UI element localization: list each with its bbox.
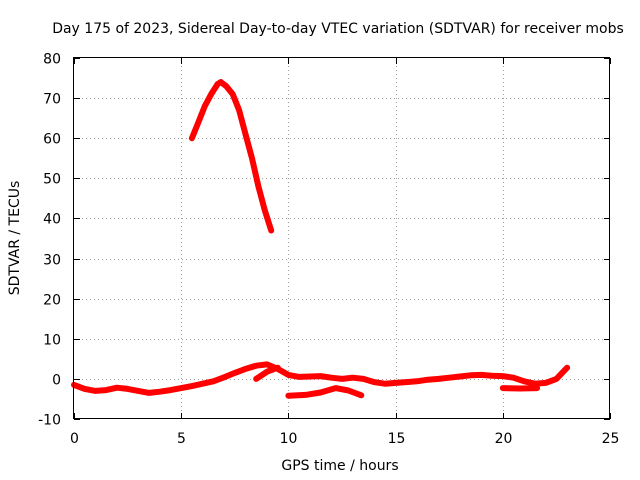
series-line-main-track (71, 361, 571, 396)
x-tick-label: 5 (177, 431, 186, 447)
chart-title: Day 175 of 2023, Sidereal Day-to-day VTE… (52, 21, 624, 37)
plot-frame (73, 57, 610, 419)
y-tick-label: 30 (43, 253, 61, 269)
x-tick-label: 15 (388, 431, 406, 447)
y-tick-label: 50 (43, 172, 61, 188)
x-tick-label: 20 (495, 431, 513, 447)
series-line-high-elevation-arc (188, 79, 275, 234)
x-axis-label: GPS time / hours (281, 458, 398, 474)
y-tick-label: 80 (43, 52, 61, 68)
y-tick-label: 60 (43, 132, 61, 148)
x-tick-label: 25 (602, 431, 620, 447)
series-line-lower-track-a (253, 364, 281, 382)
axis-ticks: 0 5 10 15 20 25 -10 0 10 20 30 40 50 60 70 80 (38, 52, 619, 448)
y-tick-label: -10 (38, 413, 61, 429)
x-tick-label: 10 (280, 431, 298, 447)
y-tick-label: 20 (43, 293, 61, 309)
series-line-lower-track-b (285, 385, 365, 399)
y-tick-label: 40 (43, 212, 61, 228)
y-tick-label: 0 (52, 373, 61, 389)
y-tick-label: 70 (43, 92, 61, 108)
data-series (71, 79, 571, 399)
y-tick-label: 10 (43, 333, 61, 349)
y-axis-label: SDTVAR / TECUs (7, 181, 23, 296)
x-tick-label: 0 (70, 431, 79, 447)
